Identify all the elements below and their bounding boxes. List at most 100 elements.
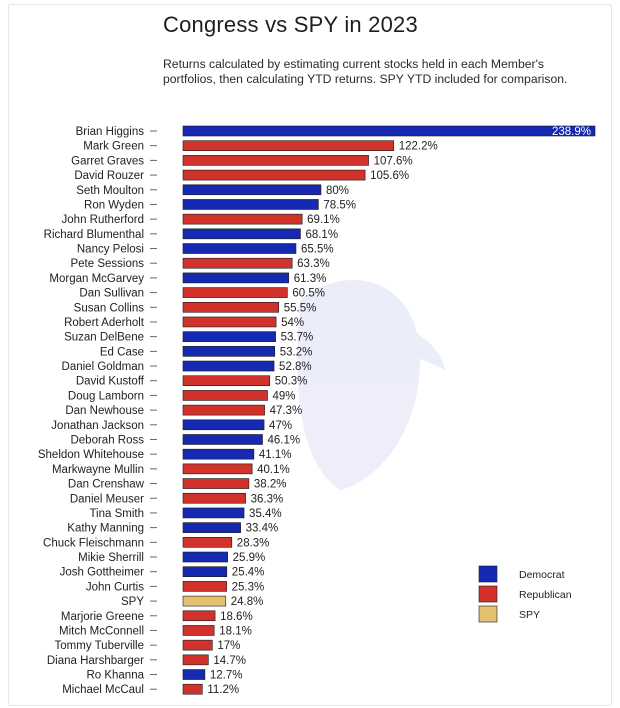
bar-dan-crenshaw: [182, 478, 250, 489]
data-label-morgan-mcgarvey: 61.3%: [294, 273, 327, 285]
bar-michael-mccaul: [182, 683, 203, 695]
category-label-dan-sullivan: Dan Sullivan: [79, 288, 144, 300]
legend: Democrat Republican SPY: [478, 565, 572, 623]
legend-label-republican: Republican: [519, 589, 572, 601]
category-label-jonathan-jackson: Jonathan Jackson: [51, 420, 144, 432]
category-label-brian-higgins: Brian Higgins: [76, 126, 145, 138]
category-label-mark-green: Mark Green: [83, 141, 144, 153]
bar-ed-case: [182, 346, 276, 357]
category-label-michael-mccaul: Michael McCaul: [62, 684, 144, 696]
data-label-chuck-fleischmann: 28.3%: [237, 537, 270, 549]
category-label-garret-graves: Garret Graves: [71, 155, 144, 167]
data-label-tina-smith: 35.4%: [249, 508, 282, 520]
data-label-dan-crenshaw: 38.2%: [254, 479, 287, 491]
data-label-david-kustoff: 50.3%: [275, 376, 308, 388]
bar-pete-sessions: [182, 257, 293, 269]
bar-marjorie-greene: [182, 610, 216, 622]
category-label-chuck-fleischmann: Chuck Fleischmann: [43, 537, 144, 549]
category-label-seth-moulton: Seth Moulton: [76, 185, 144, 197]
bar-diana-harshbarger: [182, 654, 209, 666]
bar-david-rouzer: [182, 169, 366, 181]
data-label-ron-wyden: 78.5%: [323, 199, 356, 211]
chart-title: Congress vs SPY in 2023: [163, 12, 418, 37]
data-label-richard-blumenthal: 68.1%: [305, 229, 338, 241]
chart-card: [8, 4, 612, 706]
category-label-tina-smith: Tina Smith: [89, 508, 144, 520]
legend-label-democrat: Democrat: [519, 569, 565, 581]
category-label-diana-harshbarger: Diana Harshbarger: [47, 655, 144, 667]
bar-mark-green: [182, 140, 395, 151]
whale-watermark-icon: [297, 280, 445, 490]
category-label-ro-khanna: Ro Khanna: [86, 670, 144, 682]
data-label-seth-moulton: 80%: [326, 185, 349, 197]
category-label-suzan-delbene: Suzan DelBene: [64, 332, 144, 344]
data-label-ed-case: 53.2%: [280, 346, 313, 358]
category-label-josh-gottheimer: Josh Gottheimer: [60, 567, 145, 579]
data-label-ro-khanna: 12.7%: [210, 670, 243, 682]
data-label-markwayne-mullin: 40.1%: [257, 464, 290, 476]
category-label-dan-newhouse: Dan Newhouse: [65, 405, 144, 417]
data-label-jonathan-jackson: 47%: [269, 420, 292, 432]
category-label-nancy-pelosi: Nancy Pelosi: [77, 244, 144, 256]
bar-nancy-pelosi: [182, 243, 297, 254]
data-label-josh-gottheimer: 25.4%: [232, 567, 265, 579]
bar-garret-graves: [182, 155, 369, 166]
bar-john-rutherford: [182, 213, 303, 225]
data-label-john-rutherford: 69.1%: [307, 214, 340, 226]
data-label-michael-mccaul: 11.2%: [207, 684, 239, 696]
bar-david-kustoff: [182, 375, 271, 387]
category-label-mikie-sherrill: Mikie Sherrill: [78, 552, 144, 564]
category-label-markwayne-mullin: Markwayne Mullin: [52, 464, 144, 476]
data-label-david-rouzer: 105.6%: [370, 170, 409, 182]
data-label-nancy-pelosi: 65.5%: [301, 244, 334, 256]
bar-josh-gottheimer: [182, 566, 228, 578]
category-label-spy: SPY: [121, 596, 144, 608]
bar-doug-lamborn: [182, 390, 268, 401]
bar-jonathan-jackson: [182, 419, 265, 431]
data-label-suzan-delbene: 53.7%: [281, 332, 314, 344]
bar-ro-khanna: [182, 669, 206, 680]
data-label-sheldon-whitehouse: 41.1%: [259, 449, 292, 461]
bar-markwayne-mullin: [182, 463, 253, 475]
bar-dan-sullivan: [182, 287, 288, 298]
bar-tommy-tuberville: [182, 639, 213, 651]
bar-morgan-mcgarvey: [182, 272, 290, 284]
bar-kathy-manning: [182, 522, 241, 533]
data-label-mitch-mcconnell: 18.1%: [219, 625, 252, 637]
bar-deborah-ross: [182, 434, 263, 445]
bar-richard-blumenthal: [182, 228, 301, 240]
data-label-kathy-manning: 33.4%: [246, 523, 279, 535]
legend-label-spy: SPY: [519, 609, 540, 621]
bar-brian-higgins: [182, 125, 596, 137]
bar-daniel-meuser: [182, 492, 246, 504]
legend-swatch-republican: [478, 585, 498, 603]
data-label-mikie-sherrill: 25.9%: [233, 552, 266, 564]
category-label-doug-lamborn: Doug Lamborn: [68, 390, 144, 402]
bar-ron-wyden: [182, 199, 319, 210]
category-label-susan-collins: Susan Collins: [74, 302, 145, 314]
category-label-mitch-mcconnell: Mitch McConnell: [59, 625, 144, 637]
data-label-daniel-goldman: 52.8%: [279, 361, 312, 373]
bar-chuck-fleischmann: [182, 537, 233, 548]
data-label-doug-lamborn: 49%: [273, 390, 296, 402]
category-label-deborah-ross: Deborah Ross: [70, 434, 144, 446]
category-label-david-rouzer: David Rouzer: [74, 170, 144, 182]
data-label-susan-collins: 55.5%: [284, 302, 317, 314]
category-label-david-kustoff: David Kustoff: [76, 376, 145, 388]
category-label-sheldon-whitehouse: Sheldon Whitehouse: [38, 449, 144, 461]
category-label-daniel-goldman: Daniel Goldman: [62, 361, 144, 373]
legend-swatch-spy: [478, 605, 498, 623]
data-label-tommy-tuberville: 17%: [217, 640, 240, 652]
data-label-diana-harshbarger: 14.7%: [213, 655, 246, 667]
legend-swatch-democrat: [478, 565, 498, 583]
category-label-richard-blumenthal: Richard Blumenthal: [44, 229, 144, 241]
category-label-tommy-tuberville: Tommy Tuberville: [55, 640, 144, 652]
bar-spy: [182, 595, 227, 607]
data-label-deborah-ross: 46.1%: [268, 434, 301, 446]
data-label-spy: 24.8%: [231, 596, 264, 608]
data-label-dan-newhouse: 47.3%: [270, 405, 303, 417]
bar-robert-aderholt: [182, 316, 277, 328]
bar-john-curtis: [182, 581, 227, 592]
category-label-dan-crenshaw: Dan Crenshaw: [68, 479, 145, 491]
